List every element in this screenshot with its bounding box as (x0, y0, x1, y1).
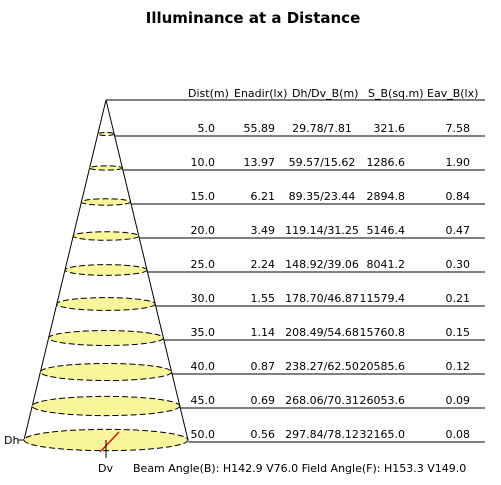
cell: 5146.4 (367, 224, 406, 237)
cell: 20585.6 (360, 360, 406, 373)
cell: 0.47 (446, 224, 471, 237)
dh-label: Dh (4, 434, 19, 447)
cell: 10.0 (191, 156, 216, 169)
cell: 30.0 (191, 292, 216, 305)
column-header: Dist(m) (188, 87, 229, 100)
cell: 1286.6 (367, 156, 406, 169)
cell: 178.70/46.87 (285, 292, 359, 305)
cell: 26053.6 (360, 394, 406, 407)
cell: 7.58 (446, 122, 471, 135)
cell: 238.27/62.50 (285, 360, 359, 373)
cell: 0.87 (251, 360, 276, 373)
dv-marker (99, 431, 120, 453)
cell: 45.0 (191, 394, 216, 407)
cell: 11579.4 (360, 292, 406, 305)
cell: 29.78/7.81 (292, 122, 352, 135)
cell: 3.49 (251, 224, 276, 237)
cell: 0.08 (446, 428, 471, 441)
cell: 0.21 (446, 292, 471, 305)
beam-ellipse (39, 362, 173, 382)
cell: 40.0 (191, 360, 216, 373)
cell: 13.97 (244, 156, 276, 169)
column-header: S_B(sq.m) (368, 87, 424, 100)
cell: 321.6 (374, 122, 406, 135)
cell: 208.49/54.68 (285, 326, 359, 339)
cell: 297.84/78.12 (285, 428, 359, 441)
cell: 268.06/70.31 (285, 394, 359, 407)
cell: 32165.0 (360, 428, 406, 441)
beam-ellipse (48, 330, 164, 346)
column-header: Dh/Dv_B(m) (292, 87, 358, 100)
cell: 0.12 (446, 360, 471, 373)
cell: 1.55 (251, 292, 276, 305)
beam-ellipse (72, 231, 140, 241)
cell: 50.0 (191, 428, 216, 441)
cell: 119.14/31.25 (285, 224, 359, 237)
beam-ellipse (64, 264, 148, 276)
cell: 5.0 (198, 122, 216, 135)
beam-ellipse (89, 165, 123, 171)
cell: 2894.8 (367, 190, 406, 203)
cell: 15.0 (191, 190, 216, 203)
cell: 0.09 (446, 394, 471, 407)
column-header: Eav_B(lx) (427, 87, 478, 100)
title: Illuminance at a Distance (146, 9, 361, 27)
cell: 59.57/15.62 (289, 156, 356, 169)
beam-ellipse (80, 198, 132, 206)
cell: 2.24 (251, 258, 276, 271)
column-header: Enadir(lx) (234, 87, 287, 100)
cell: 89.35/23.44 (289, 190, 356, 203)
cell: 0.30 (446, 258, 471, 271)
cell: 20.0 (191, 224, 216, 237)
cell: 0.56 (251, 428, 276, 441)
cell: 1.14 (251, 326, 276, 339)
cell: 1.90 (446, 156, 471, 169)
cell: 15760.8 (360, 326, 406, 339)
cell: 25.0 (191, 258, 216, 271)
cell: 148.92/39.06 (285, 258, 359, 271)
cell: 6.21 (251, 190, 276, 203)
beam-ellipse (31, 395, 181, 417)
cell: 0.84 (446, 190, 471, 203)
cell: 55.89 (244, 122, 276, 135)
cell: 8041.2 (367, 258, 406, 271)
angles-label: Beam Angle(B): H142.9 V76.0 Field Angle(… (133, 462, 466, 475)
dv-label: Dv (98, 462, 113, 475)
beam-ellipse (97, 132, 115, 136)
beam-ellipse (56, 297, 156, 311)
cell: 0.69 (251, 394, 276, 407)
cell: 0.15 (446, 326, 471, 339)
cell: 35.0 (191, 326, 216, 339)
